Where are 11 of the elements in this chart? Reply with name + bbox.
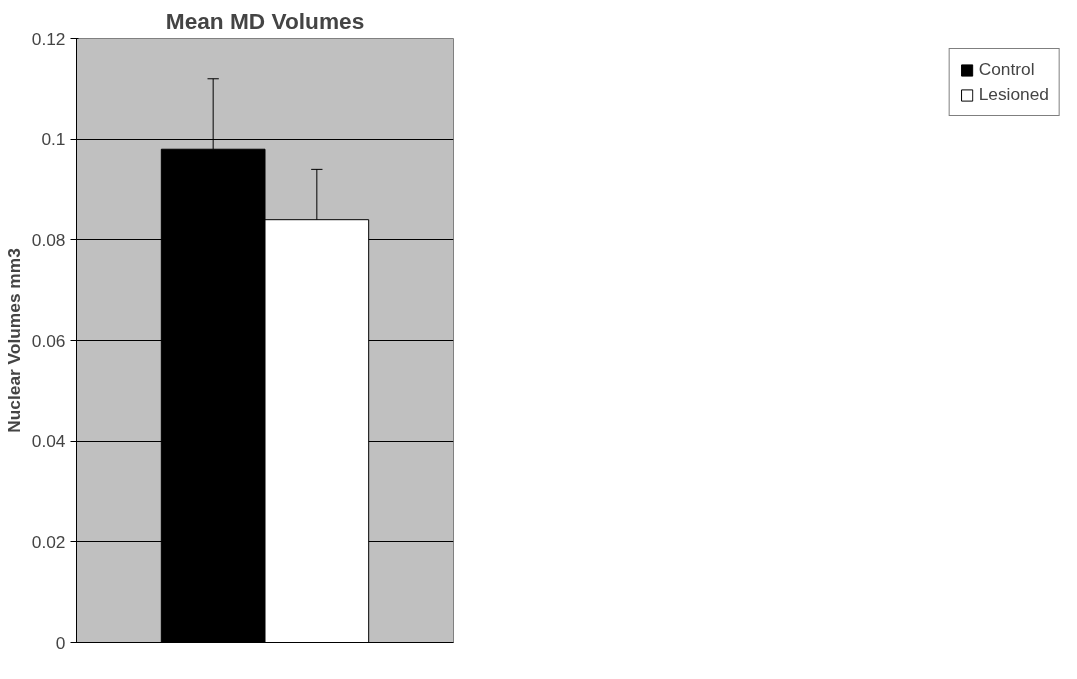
y-tick-label: 0.04 [31, 431, 66, 452]
y-tick-label: 0 [55, 632, 66, 653]
chart-title: Mean MD Volumes [165, 7, 365, 34]
y-tick-label: 0.06 [31, 330, 66, 351]
legend-label: Control [978, 59, 1035, 80]
legend-label: Lesioned [978, 84, 1049, 105]
y-tick-label: 0.1 [41, 129, 66, 150]
y-axis-title: Nuclear Volumes mm3 [3, 247, 24, 433]
y-tick-label: 0.08 [31, 229, 66, 250]
y-tick-label: 0.02 [31, 531, 66, 552]
y-tick-label: 0.12 [31, 28, 66, 49]
